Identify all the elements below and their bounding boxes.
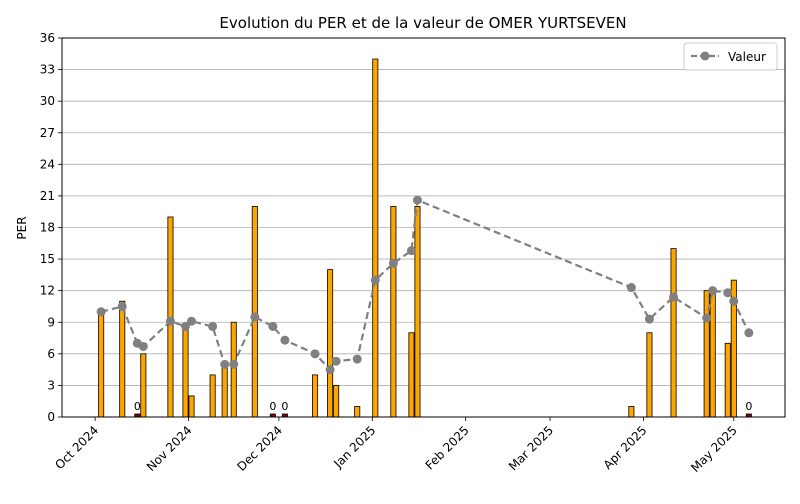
x-tick-label: Nov 2024 <box>144 423 195 474</box>
y-tick-label: 18 <box>40 221 55 235</box>
series-point-valeur <box>406 246 416 256</box>
series-point-valeur <box>744 328 754 338</box>
series-point-valeur <box>723 288 733 298</box>
series-point-valeur <box>669 292 679 302</box>
legend-marker <box>700 51 710 61</box>
y-tick-label: 6 <box>47 347 55 361</box>
y-tick-label: 27 <box>40 126 55 140</box>
legend: Valeur <box>683 42 778 71</box>
bar <box>327 269 334 418</box>
y-tick-label: 12 <box>40 284 55 298</box>
y-tick-label: 30 <box>40 94 55 108</box>
series-point-valeur <box>702 313 712 323</box>
bar <box>354 406 361 418</box>
bar <box>182 327 189 418</box>
bar-data-label: 0 <box>134 400 141 413</box>
y-tick-label: 9 <box>47 315 55 329</box>
x-tick-label: Mar 2025 <box>506 423 556 473</box>
series-point-valeur <box>729 296 739 306</box>
y-axis-label: PER <box>15 216 29 239</box>
series-point-valeur <box>280 335 290 345</box>
series-point-valeur <box>117 301 127 311</box>
bar <box>709 290 716 418</box>
chart-title: Evolution du PER et de la valeur de OMER… <box>219 14 626 32</box>
bar <box>372 58 379 418</box>
bars-layer <box>98 58 752 418</box>
bar <box>724 342 731 418</box>
bar-data-label: 0 <box>281 400 288 413</box>
bar <box>390 206 397 418</box>
series-point-valeur <box>626 283 636 293</box>
plot-frame <box>61 37 786 418</box>
bar <box>414 206 421 418</box>
x-tick-label: Dec 2024 <box>234 423 285 474</box>
series-point-valeur <box>96 307 106 317</box>
line-series-layer <box>96 195 754 375</box>
series-point-valeur <box>412 195 422 205</box>
y-tick-label: 33 <box>40 63 55 77</box>
legend-label-valeur: Valeur <box>728 50 766 64</box>
y-tick-label: 24 <box>40 157 55 171</box>
bar <box>670 248 677 418</box>
bar <box>628 406 635 418</box>
bar-data-label: 0 <box>745 400 752 413</box>
series-point-valeur <box>181 321 191 331</box>
bar <box>140 353 147 418</box>
series-point-valeur <box>187 316 197 326</box>
series-point-valeur <box>352 354 362 364</box>
y-tick-label: 3 <box>47 378 55 392</box>
bar <box>333 385 340 418</box>
bar <box>221 363 228 418</box>
series-point-valeur <box>644 314 654 324</box>
series-point-valeur <box>208 321 218 331</box>
series-point-valeur <box>268 321 278 331</box>
bar <box>188 395 195 418</box>
bar <box>251 206 258 418</box>
series-point-valeur <box>325 365 335 375</box>
series-point-valeur <box>708 286 718 296</box>
bar-data-label: 0 <box>269 400 276 413</box>
x-tick-label: Apr 2025 <box>601 423 650 472</box>
bar <box>312 374 319 418</box>
series-point-valeur <box>138 341 148 351</box>
series-point-valeur <box>331 356 341 366</box>
series-point-valeur <box>250 312 260 322</box>
bar <box>119 300 126 418</box>
x-tick-label: Jan 2025 <box>330 423 378 471</box>
series-point-valeur <box>388 258 398 268</box>
series-point-valeur <box>229 359 239 369</box>
y-tick-label: 15 <box>40 252 55 266</box>
y-tick-label: 36 <box>40 31 55 45</box>
bar <box>98 311 105 418</box>
legend-box <box>683 42 778 71</box>
bar <box>646 332 653 418</box>
series-point-valeur <box>220 359 230 369</box>
x-tick-label: May 2025 <box>688 423 740 475</box>
x-tick-label: Oct 2024 <box>52 423 101 472</box>
series-point-valeur <box>310 349 320 359</box>
bar <box>209 374 216 418</box>
y-tick-label: 0 <box>47 410 55 424</box>
bar <box>230 321 237 418</box>
bar <box>408 332 415 418</box>
series-point-valeur <box>370 275 380 285</box>
y-tick-label: 21 <box>40 189 55 203</box>
x-tick-label: Feb 2025 <box>423 423 472 472</box>
series-point-valeur <box>165 316 175 326</box>
